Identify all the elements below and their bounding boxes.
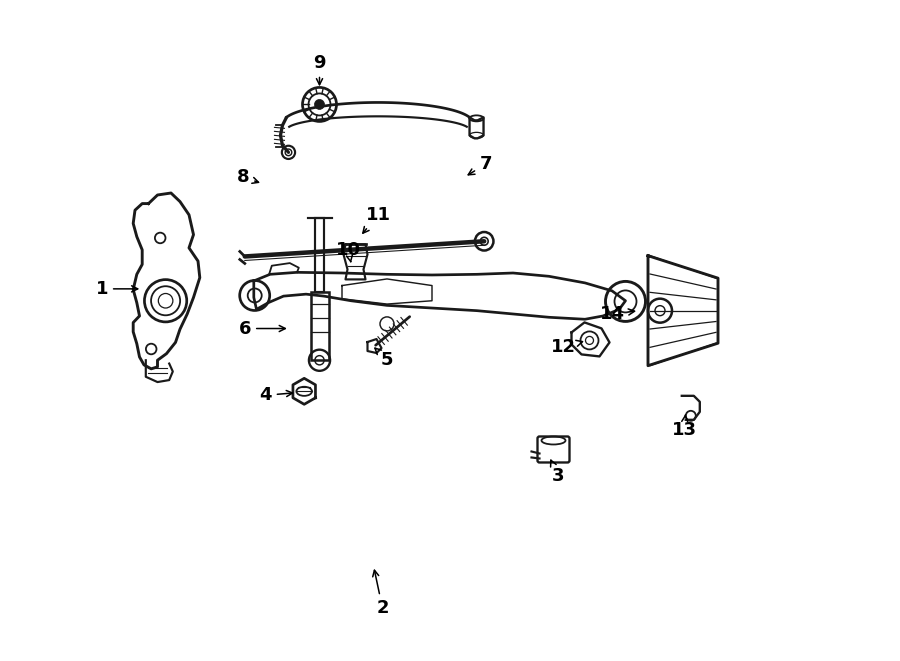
Text: 1: 1	[95, 280, 138, 298]
Bar	[310, 292, 328, 360]
Bar	[315, 218, 324, 292]
Text: 12: 12	[551, 338, 582, 356]
Text: 8: 8	[237, 168, 258, 186]
Circle shape	[314, 99, 325, 110]
Text: 3: 3	[551, 460, 564, 485]
Text: 13: 13	[671, 415, 697, 439]
Text: 5: 5	[375, 348, 393, 369]
Text: 9: 9	[313, 54, 326, 85]
Text: 6: 6	[238, 319, 285, 338]
Text: 4: 4	[259, 386, 292, 405]
Text: 2: 2	[373, 570, 389, 617]
Text: 14: 14	[599, 305, 634, 323]
Text: 10: 10	[336, 241, 361, 262]
Text: 11: 11	[363, 206, 391, 233]
Text: 7: 7	[468, 155, 492, 175]
